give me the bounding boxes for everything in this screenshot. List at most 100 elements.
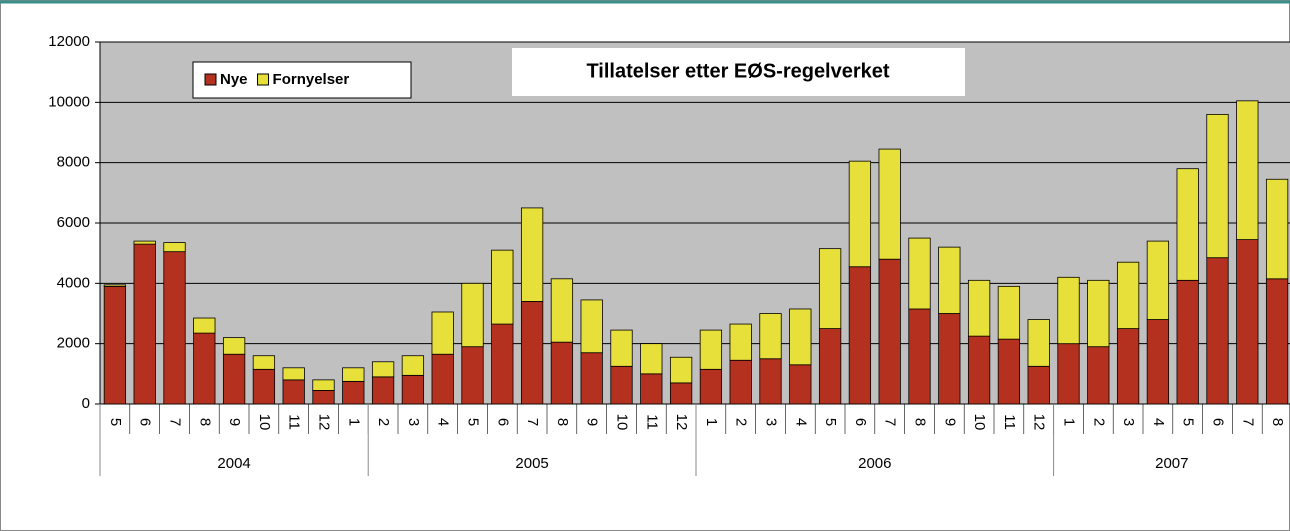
x-tick-label: 10 xyxy=(256,414,273,431)
bar-segment xyxy=(1265,278,1289,405)
x-tick-label: 2 xyxy=(1090,418,1107,426)
bar-segment xyxy=(312,379,335,391)
y-tick-label: 4000 xyxy=(57,274,90,291)
x-tick-label: 1 xyxy=(1061,418,1078,426)
bar-segment xyxy=(1236,100,1259,240)
bar-segment xyxy=(699,329,723,370)
bar-segment xyxy=(997,338,1021,405)
legend-label: Nye xyxy=(220,71,248,88)
x-tick-label: 4 xyxy=(792,418,809,426)
x-tick-label: 11 xyxy=(643,414,660,430)
x-tick-label: 6 xyxy=(1210,418,1227,426)
chart-title: Tillatelser etter EØS-regelverket xyxy=(586,60,889,82)
x-tick-label: 7 xyxy=(167,418,184,426)
bar-segment xyxy=(312,390,335,405)
bar-segment xyxy=(371,376,395,405)
x-tick-label: 8 xyxy=(196,418,213,426)
x-group-label: 2006 xyxy=(858,455,891,472)
legend-label: Fornyelser xyxy=(273,71,350,88)
legend-swatch xyxy=(204,73,217,86)
title-box xyxy=(512,48,965,96)
bar-segment xyxy=(222,353,246,405)
bar-segment xyxy=(163,251,186,405)
bar-segment xyxy=(967,279,991,337)
bar-segment xyxy=(252,355,276,370)
bar-segment xyxy=(520,301,544,405)
x-tick-label: 5 xyxy=(107,418,124,426)
bar-segment xyxy=(103,285,127,405)
x-tick-label: 5 xyxy=(465,418,482,426)
bar-segment xyxy=(818,328,842,405)
x-tick-label: 2 xyxy=(733,418,750,426)
bar-segment xyxy=(878,148,901,260)
bar-segment xyxy=(431,353,454,405)
bar-segment xyxy=(491,249,514,325)
bar-segment xyxy=(103,284,127,287)
bar-segment xyxy=(491,323,514,405)
bar-segment xyxy=(401,374,425,405)
x-tick-label: 9 xyxy=(584,418,601,426)
bar-segment xyxy=(580,352,603,405)
bar-segment xyxy=(282,367,305,381)
bar-segment xyxy=(699,368,723,405)
x-tick-label: 8 xyxy=(912,418,929,426)
bar-segment xyxy=(371,361,395,378)
bar-segment xyxy=(1087,279,1110,348)
bar-segment xyxy=(1176,279,1199,405)
x-tick-label: 10 xyxy=(971,414,988,431)
bar-segment xyxy=(759,358,782,405)
bar-segment xyxy=(729,359,752,405)
x-tick-label: 12 xyxy=(1031,414,1048,431)
x-tick-label: 3 xyxy=(405,418,422,426)
x-tick-label: 6 xyxy=(852,418,869,426)
x-group-label: 2007 xyxy=(1155,455,1188,472)
bar-segment xyxy=(610,365,633,405)
bar-segment xyxy=(818,248,842,329)
bar-segment xyxy=(1146,240,1170,320)
bar-segment xyxy=(1057,343,1080,405)
y-tick-label: 6000 xyxy=(57,214,90,231)
bar-segment xyxy=(550,341,574,405)
bar-segment xyxy=(1265,178,1289,280)
bar-segment xyxy=(1027,319,1050,367)
bar-segment xyxy=(1027,365,1050,405)
bar-segment xyxy=(461,282,484,348)
x-tick-label: 4 xyxy=(435,418,452,426)
x-tick-label: 6 xyxy=(137,418,154,426)
bar-segment xyxy=(759,313,782,360)
bar-segment xyxy=(1057,276,1080,345)
x-tick-label: 7 xyxy=(1239,418,1256,426)
bar-segment xyxy=(878,258,901,405)
bar-segment xyxy=(342,380,365,405)
bar-segment xyxy=(550,278,574,343)
legend-box xyxy=(192,61,412,99)
x-tick-label: 2 xyxy=(375,418,392,426)
bar-segment xyxy=(520,207,544,302)
bar-segment xyxy=(789,364,812,405)
bar-segment xyxy=(997,285,1021,340)
x-tick-label: 12 xyxy=(673,414,690,431)
bar-segment xyxy=(669,356,693,384)
bar-segment xyxy=(908,237,931,310)
bar-segment xyxy=(1206,257,1229,405)
bar-segment xyxy=(848,160,872,268)
x-tick-label: 4 xyxy=(1150,418,1167,426)
x-tick-label: 9 xyxy=(941,418,958,426)
bar-segment xyxy=(342,367,365,382)
x-tick-label: 7 xyxy=(524,418,541,426)
bar-segment xyxy=(163,242,186,253)
x-tick-label: 11 xyxy=(1001,414,1018,430)
x-tick-label: 3 xyxy=(1120,418,1137,426)
bar-segment xyxy=(1236,239,1259,405)
bar-segment xyxy=(640,373,663,405)
bar-segment xyxy=(789,308,812,366)
bar-segment xyxy=(1116,261,1140,329)
bar-segment xyxy=(848,266,872,405)
x-tick-label: 9 xyxy=(226,418,243,426)
x-tick-label: 6 xyxy=(494,418,511,426)
y-tick-label: 12000 xyxy=(48,33,90,50)
bar-segment xyxy=(1206,114,1229,259)
bar-segment xyxy=(729,323,752,361)
bar-segment xyxy=(938,313,961,405)
bar-segment xyxy=(133,243,156,405)
